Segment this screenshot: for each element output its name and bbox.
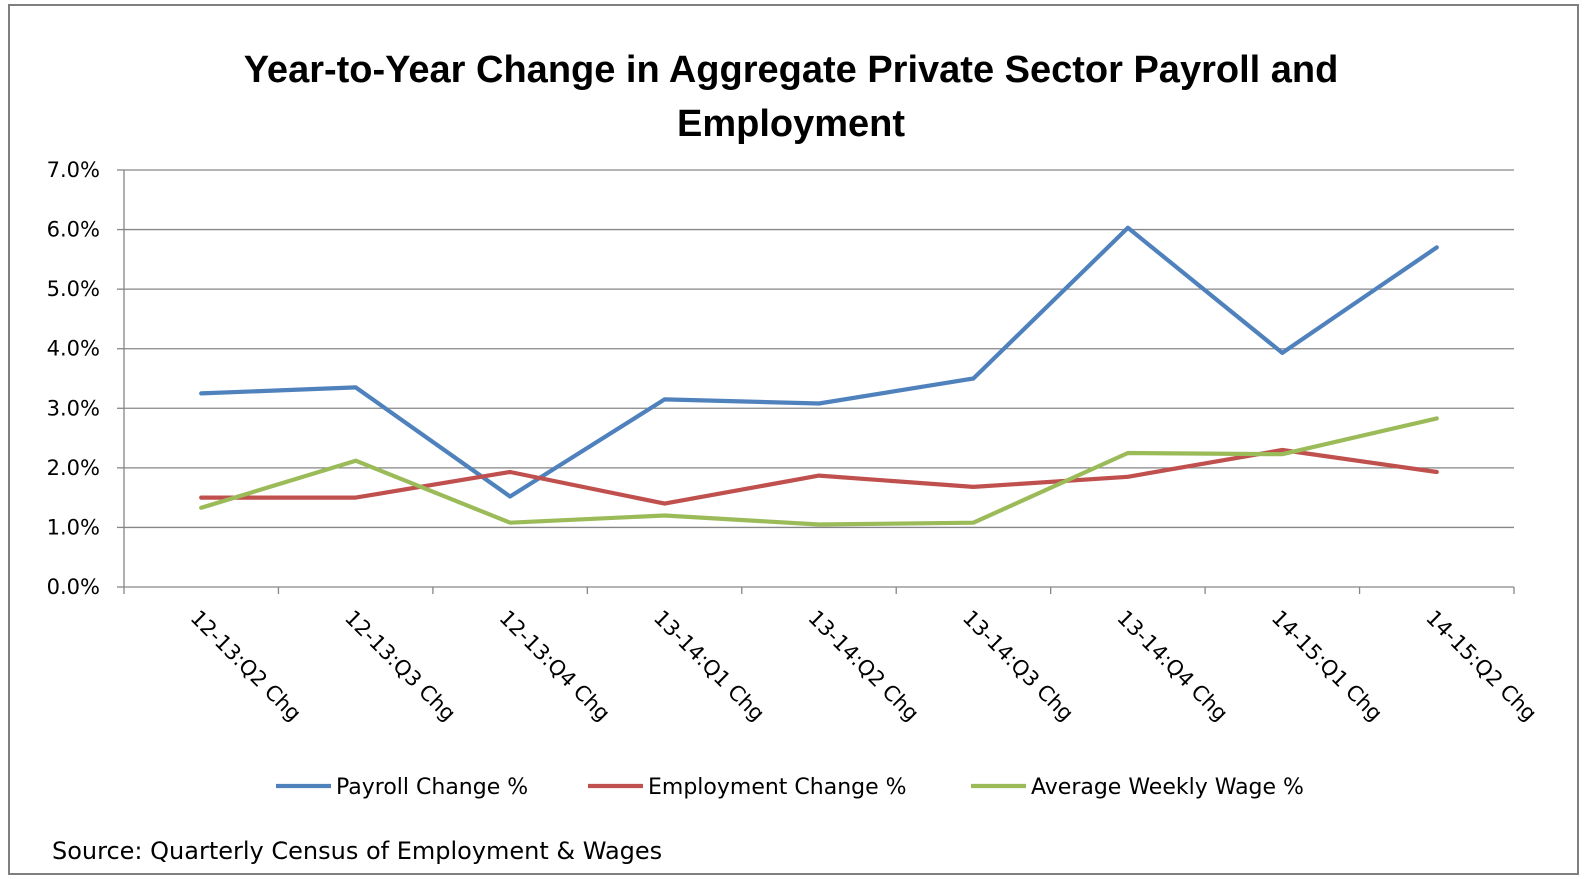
line-chart: Year-to-Year Change in Aggregate Private…: [47, 49, 1542, 865]
chart-title-line-2: Employment: [677, 103, 905, 145]
y-tick-label: 1.0%: [47, 515, 100, 539]
legend: Payroll Change % Employment Change % Avera…: [276, 775, 1304, 800]
x-axis-tick-labels: 12-13:Q2 Chg 12-13:Q3 Chg 12-13:Q4 Chg 13-1…: [186, 606, 1542, 726]
x-tick-label: 13-14:Q2 Chg: [803, 606, 923, 726]
chart-title: Year-to-Year Change in Aggregate Private…: [244, 49, 1339, 145]
source-note: Source: Quarterly Census of Employment &…: [52, 837, 662, 865]
y-tick-label: 0.0%: [47, 575, 100, 599]
legend-label: Payroll Change %: [336, 775, 528, 800]
y-tick-label: 2.0%: [47, 456, 100, 480]
series-line-payroll-change: [199, 225, 1439, 499]
y-tick-label: 3.0%: [47, 396, 100, 420]
x-tick-label: 13-14:Q3 Chg: [958, 606, 1078, 726]
x-tick-label: 12-13:Q3 Chg: [340, 606, 460, 726]
y-tick-label: 4.0%: [47, 337, 100, 361]
y-axis-tick-labels: 0.0% 1.0% 2.0% 3.0% 4.0% 5.0% 6.0% 7.0%: [47, 158, 100, 599]
x-tick-label: 14-15:Q1 Chg: [1267, 606, 1387, 726]
y-tick-label: 5.0%: [47, 277, 100, 301]
chart-title-line-1: Year-to-Year Change in Aggregate Private…: [244, 49, 1339, 91]
axes: [123, 170, 1515, 594]
x-tick-label: 12-13:Q4 Chg: [495, 606, 615, 726]
x-tick-label: 13-14:Q1 Chg: [649, 606, 769, 726]
x-tick-label: 14-15:Q2 Chg: [1421, 606, 1541, 726]
chart-frame: Year-to-Year Change in Aggregate Private…: [8, 4, 1579, 875]
x-tick-label: 13-14:Q4 Chg: [1112, 606, 1232, 726]
series-lines: [199, 225, 1439, 527]
y-tick-label: 7.0%: [47, 158, 100, 182]
legend-label: Average Weekly Wage %: [1031, 775, 1304, 800]
series-line-employment-change: [199, 447, 1439, 506]
series-line-average-weekly-wage: [199, 416, 1439, 527]
gridlines: [117, 169, 1514, 588]
x-tick-label: 12-13:Q2 Chg: [186, 606, 306, 726]
y-tick-label: 6.0%: [47, 218, 100, 242]
legend-label: Employment Change %: [648, 775, 907, 800]
